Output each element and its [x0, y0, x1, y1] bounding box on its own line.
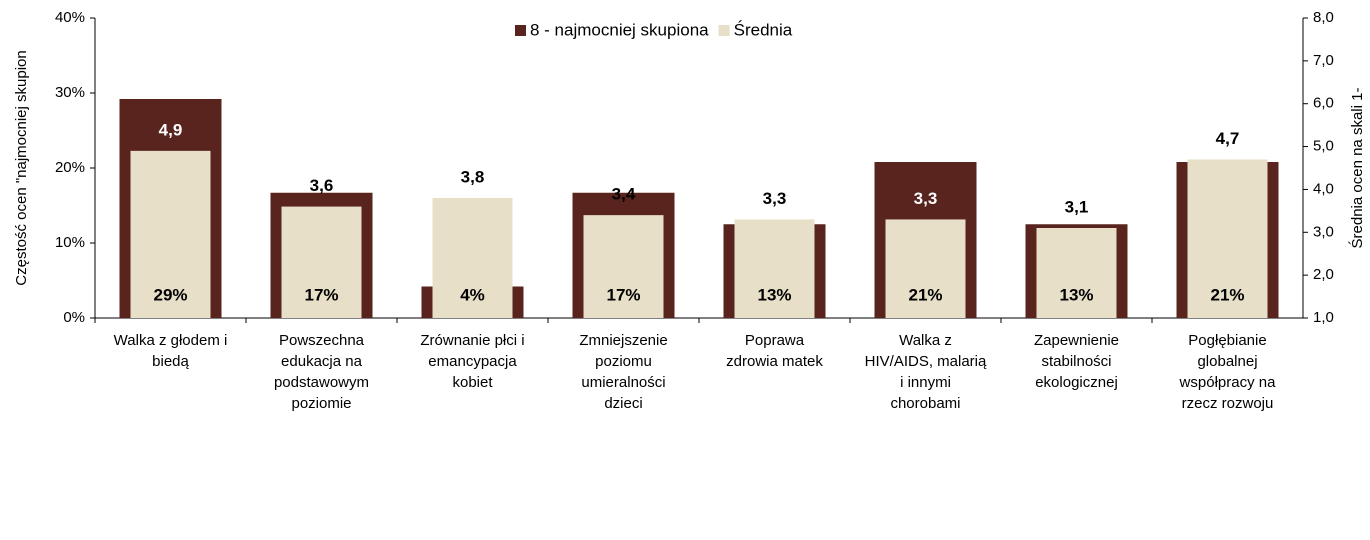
y2-tick-label: 7,0 — [1313, 52, 1334, 69]
x-tick-label: edukacja na — [281, 353, 363, 370]
x-tick-label: Pogłębianie — [1188, 332, 1266, 349]
legend-label: Średnia — [734, 20, 793, 39]
y-tick-label: 10% — [55, 234, 85, 251]
y-tick-label: 30% — [55, 84, 85, 101]
y-tick-label: 20% — [55, 159, 85, 176]
bar — [1036, 228, 1117, 318]
bar — [281, 206, 362, 318]
x-tick-label: poziomu — [595, 353, 652, 370]
value-label: 3,3 — [763, 189, 787, 208]
bar — [734, 219, 815, 318]
x-tick-label: kobiet — [452, 374, 493, 391]
x-tick-label: poziomie — [291, 395, 351, 412]
bar — [583, 215, 664, 318]
value-label: 3,3 — [914, 189, 938, 208]
x-tick-label: chorobami — [890, 395, 960, 412]
x-tick-label: rzecz rozwoju — [1182, 395, 1274, 412]
y2-axis-label: Średnia ocen na skali 1- — [1348, 88, 1366, 249]
x-tick-label: Walka z głodem i — [114, 332, 228, 349]
x-tick-label: współpracy na — [1179, 374, 1277, 391]
bar — [1187, 159, 1268, 318]
x-tick-label: HIV/AIDS, malarią — [865, 353, 987, 370]
x-tick-label: Zapewnienie — [1034, 332, 1119, 349]
y-axis-label: Częstość ocen "najmocniej skupion — [13, 50, 30, 285]
value-label: 3,1 — [1065, 197, 1089, 216]
value-label: 17% — [304, 285, 338, 304]
x-tick-label: ekologicznej — [1035, 374, 1118, 391]
x-tick-label: Powszechna — [279, 332, 365, 349]
y-tick-label: 40% — [55, 9, 85, 26]
x-tick-label: biedą — [152, 353, 189, 370]
y-tick-label: 0% — [63, 309, 85, 326]
y2-tick-label: 3,0 — [1313, 223, 1334, 240]
y2-tick-label: 8,0 — [1313, 9, 1334, 26]
value-label: 3,4 — [612, 185, 636, 204]
bar — [130, 150, 211, 318]
legend-swatch — [515, 25, 526, 36]
value-label: 13% — [757, 285, 791, 304]
bar — [432, 198, 513, 318]
y2-tick-label: 5,0 — [1313, 138, 1334, 155]
x-tick-label: stabilności — [1041, 353, 1111, 370]
x-tick-label: globalnej — [1197, 353, 1257, 370]
x-tick-label: i innymi — [900, 374, 951, 391]
legend-swatch — [718, 25, 730, 36]
x-tick-label: zdrowia matek — [726, 353, 823, 370]
bar — [885, 219, 966, 318]
value-label: 21% — [1210, 285, 1244, 304]
value-label: 3,6 — [310, 176, 334, 195]
y2-tick-label: 2,0 — [1313, 266, 1334, 283]
x-tick-label: dzieci — [604, 395, 642, 412]
x-tick-label: Walka z — [899, 332, 952, 349]
y2-tick-label: 1,0 — [1313, 309, 1334, 326]
legend-label: 8 - najmocniej skupiona — [530, 20, 709, 39]
x-tick-label: Zmniejszenie — [579, 332, 667, 349]
value-label: 13% — [1059, 285, 1093, 304]
value-label: 29% — [153, 285, 187, 304]
value-label: 4% — [460, 285, 485, 304]
y2-tick-label: 4,0 — [1313, 180, 1334, 197]
x-tick-label: podstawowym — [274, 374, 369, 391]
value-label: 4,7 — [1216, 129, 1240, 148]
value-label: 4,9 — [159, 120, 183, 139]
value-label: 21% — [908, 285, 942, 304]
y2-tick-label: 6,0 — [1313, 95, 1334, 112]
value-label: 3,8 — [461, 167, 485, 186]
x-tick-label: emancypacja — [428, 353, 517, 370]
x-tick-label: Zrównanie płci i — [420, 332, 524, 349]
value-label: 17% — [606, 285, 640, 304]
x-tick-label: Poprawa — [745, 332, 805, 349]
x-tick-label: umieralności — [581, 374, 665, 391]
